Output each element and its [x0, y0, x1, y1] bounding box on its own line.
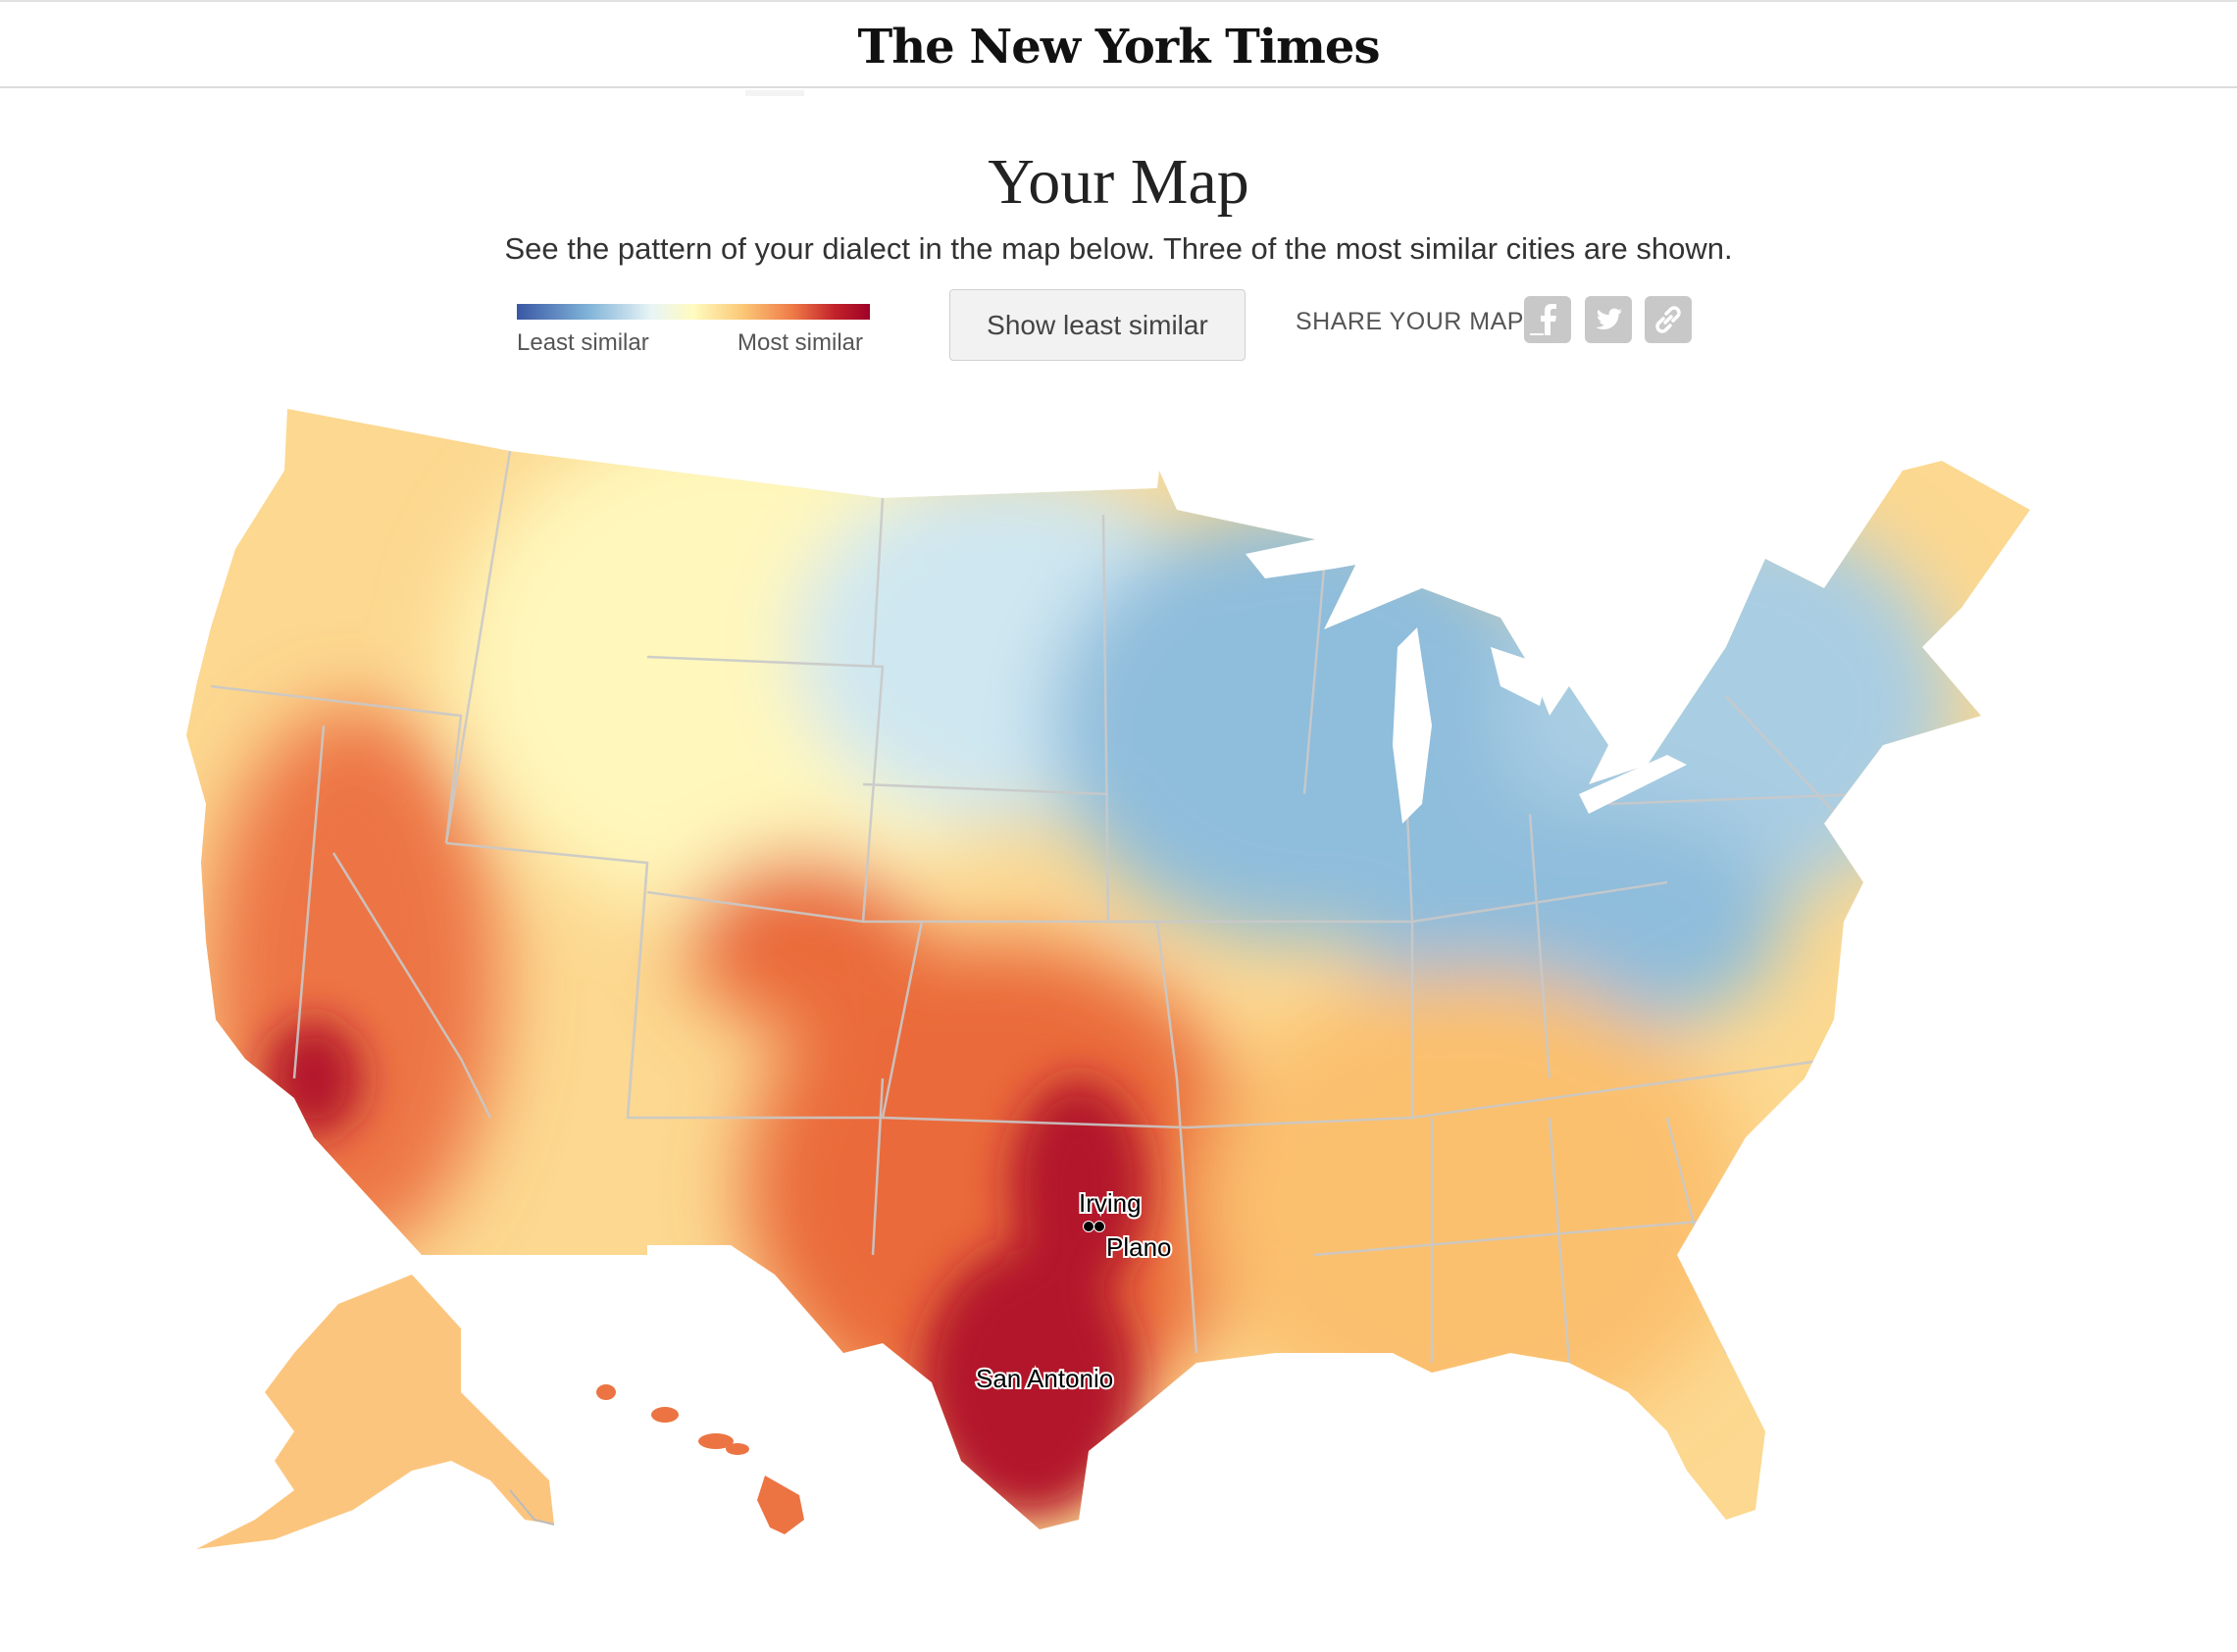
legend-color-scale: [517, 304, 870, 320]
cropped-text-fragment: [745, 90, 804, 96]
legend-least-label: Least similar: [517, 329, 649, 356]
city-label-irving: Irving: [1079, 1188, 1142, 1218]
city-label-san-antonio: San Antonio: [976, 1364, 1113, 1393]
alaska-shape: [196, 1275, 555, 1549]
link-icon[interactable]: [1645, 296, 1692, 343]
twitter-icon[interactable]: [1585, 296, 1632, 343]
share-label: SHARE YOUR MAP:: [1296, 308, 1532, 335]
page-subtitle: See the pattern of your dialect in the m…: [504, 231, 1733, 266]
show-least-similar-button[interactable]: Show least similar: [949, 289, 1246, 361]
city-label-plano: Plano: [1106, 1232, 1172, 1262]
irving-marker: [1083, 1221, 1094, 1232]
plano-marker: [1093, 1221, 1105, 1232]
site-header: The New York Times: [0, 0, 2237, 88]
hawaii-shape: [596, 1384, 804, 1534]
nyt-logo[interactable]: The New York Times: [857, 20, 1381, 75]
legend-most-label: Most similar: [737, 329, 864, 356]
facebook-icon[interactable]: [1524, 296, 1571, 343]
page-title: Your Map: [988, 146, 1249, 218]
dialect-similarity-map: Irving Plano San Antonio: [186, 409, 2030, 1549]
